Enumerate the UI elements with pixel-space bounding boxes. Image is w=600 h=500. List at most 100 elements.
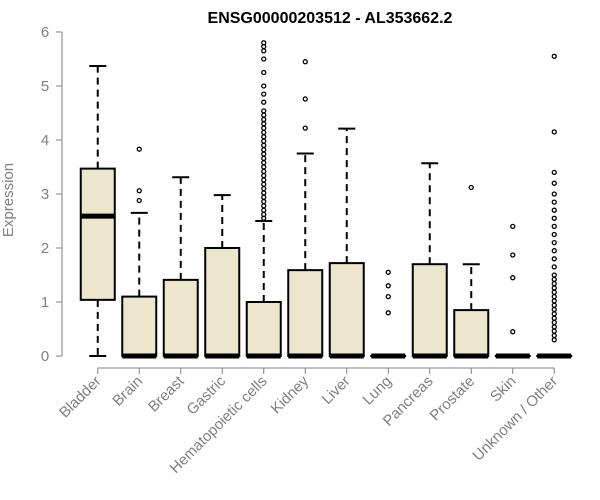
outlier-point (136, 188, 142, 194)
outlier-point (551, 298, 557, 304)
outlier-point (136, 197, 142, 204)
outlier-point (551, 215, 557, 221)
y-axis-label: Expression (0, 163, 17, 237)
outlier-point (510, 252, 516, 258)
outlier-point (261, 207, 267, 213)
chart-title: ENSG00000203512 - AL353662.2 (208, 10, 453, 27)
outlier-point (261, 164, 267, 170)
outlier-point (302, 59, 308, 65)
outlier-point (551, 248, 557, 254)
outlier-point (261, 185, 267, 192)
outlier-point (261, 125, 267, 131)
y-tick-label: 4 (41, 132, 49, 149)
outlier-point (261, 138, 267, 144)
x-tick-label: Prostate (427, 373, 479, 425)
outlier-point (261, 116, 267, 123)
outlier-point (510, 329, 516, 335)
y-tick-label: 0 (41, 348, 49, 365)
outlier-point (551, 324, 557, 330)
outlier-point (261, 155, 267, 162)
outlier-point (510, 275, 516, 281)
outlier-point (551, 276, 557, 282)
outlier-point (551, 53, 557, 59)
outlier-point (385, 310, 391, 316)
iqr-box (411, 263, 448, 358)
box-group (536, 53, 573, 359)
outlier-point (510, 223, 516, 230)
box-group (453, 184, 490, 359)
outlier-point (551, 315, 557, 321)
outlier-point (261, 108, 267, 114)
box-group (162, 176, 199, 359)
box-group (245, 40, 282, 359)
outlier-point (261, 203, 267, 209)
x-tick-label: Skin (487, 373, 520, 406)
boxes (79, 40, 573, 359)
outlier-point (551, 129, 557, 135)
outlier-point (261, 142, 267, 149)
outlier-point (551, 231, 557, 238)
outlier-point (261, 147, 267, 153)
outlier-point (551, 289, 557, 295)
outlier-point (261, 211, 267, 218)
outlier-point (551, 306, 557, 313)
outlier-point (551, 264, 557, 270)
outlier-point (261, 151, 267, 157)
outlier-point (551, 272, 557, 278)
x-tick-label: Kidney (268, 372, 313, 417)
outlier-point (551, 207, 557, 213)
x-tick-label: Breast (145, 372, 188, 415)
outlier-point (261, 190, 267, 196)
outlier-point (261, 160, 267, 166)
outlier-point (261, 134, 267, 140)
y-tick-label: 1 (41, 294, 49, 311)
outlier-point (551, 239, 557, 246)
y-tick-label: 2 (41, 240, 49, 257)
outlier-point (468, 184, 474, 191)
iqr-box (287, 269, 324, 358)
outlier-point (385, 269, 391, 275)
outlier-point (551, 311, 557, 317)
outlier-point (551, 191, 557, 197)
outlier-point (551, 199, 557, 205)
outlier-point (261, 56, 267, 62)
outlier-point (261, 69, 267, 76)
outlier-point (551, 223, 557, 230)
y-tick-label: 5 (41, 78, 49, 95)
outlier-point (261, 40, 267, 46)
outlier-point (302, 125, 308, 131)
x-tick-label: Bladder (56, 373, 105, 422)
outlier-point (261, 83, 267, 89)
box-group (370, 269, 407, 359)
outlier-point (551, 285, 557, 291)
box-group (328, 127, 365, 359)
iqr-box (204, 247, 241, 357)
iqr-box (453, 309, 490, 358)
outlier-point (551, 169, 557, 176)
outlier-point (551, 180, 557, 186)
iqr-box (79, 167, 116, 301)
y-tick-label: 3 (41, 186, 49, 203)
outlier-point (551, 256, 557, 262)
x-tick-label: Brain (109, 373, 146, 410)
outlier-point (261, 112, 267, 118)
outlier-point (551, 302, 557, 308)
outlier-point (261, 172, 267, 179)
outlier-point (136, 146, 142, 152)
outlier-point (551, 280, 557, 287)
box-group (411, 162, 448, 359)
iqr-box (328, 262, 365, 357)
box-group (79, 65, 116, 357)
outlier-point (261, 194, 267, 200)
outlier-point (261, 48, 267, 54)
outlier-point (261, 168, 267, 174)
outlier-point (551, 293, 557, 300)
iqr-box (245, 301, 282, 357)
outlier-point (551, 328, 557, 334)
outlier-point (385, 293, 391, 300)
outlier-point (261, 129, 267, 136)
y-tick-label: 6 (41, 24, 49, 41)
outlier-point (261, 177, 267, 183)
outlier-point (551, 319, 557, 326)
